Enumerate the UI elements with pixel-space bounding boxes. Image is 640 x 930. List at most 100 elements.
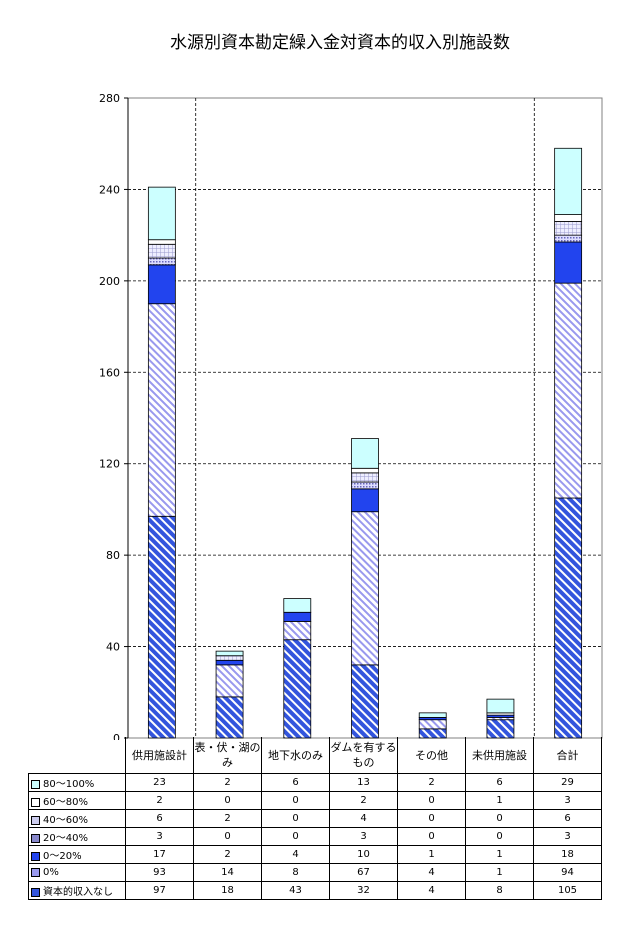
data-label: 32 xyxy=(329,881,398,900)
data-label: 14 xyxy=(193,863,262,882)
bar-segment xyxy=(147,257,176,266)
y-tick-label: 200 xyxy=(99,275,120,288)
bar-segment xyxy=(554,497,583,739)
y-tick-label: 280 xyxy=(99,92,120,105)
table-row: 40〜60% 6 2 0 4 0 0 6 xyxy=(28,809,602,828)
chart-title: 水源別資本勘定繰入金対資本的収入別施設数 xyxy=(170,33,510,53)
data-label: 105 xyxy=(533,881,602,900)
bar-segment xyxy=(554,221,583,236)
table-row: 60〜80% 2 0 0 2 0 1 3 xyxy=(28,791,602,810)
data-label: 0 xyxy=(465,809,534,828)
legend-entry: 40〜60% xyxy=(28,809,126,828)
bar-segment xyxy=(283,639,312,739)
legend-label: 80〜100% xyxy=(43,779,95,790)
data-label: 2 xyxy=(193,773,262,792)
data-label: 0 xyxy=(397,791,466,810)
data-label: 2 xyxy=(193,809,262,828)
bar-segment xyxy=(554,234,583,243)
data-label: 97 xyxy=(125,881,194,900)
table-row: 80〜100% 23 2 6 13 2 6 29 xyxy=(28,773,602,792)
y-tick-label: 40 xyxy=(106,641,120,654)
bar-segment xyxy=(351,438,379,469)
legend-swatch xyxy=(31,779,40,789)
table-corner xyxy=(28,737,126,774)
data-label: 67 xyxy=(329,863,398,882)
data-label: 3 xyxy=(533,827,602,846)
data-label: 29 xyxy=(533,773,602,792)
bar-segment xyxy=(215,650,244,657)
table-row: 0% 93 14 8 67 4 1 94 xyxy=(28,863,602,882)
legend-label: 資本的収入なし xyxy=(43,887,113,898)
table-row: 0〜20% 17 2 4 10 1 1 18 xyxy=(28,845,602,864)
data-label: 1 xyxy=(465,863,534,882)
data-label: 18 xyxy=(533,845,602,864)
legend-swatch xyxy=(31,797,40,807)
data-label: 6 xyxy=(533,809,602,828)
data-label: 6 xyxy=(465,773,534,792)
data-label: 3 xyxy=(533,791,602,810)
category-label: 合計 xyxy=(533,737,602,774)
bar-segment xyxy=(283,611,312,622)
legend-swatch xyxy=(31,815,40,825)
data-label: 10 xyxy=(329,845,398,864)
data-label: 0 xyxy=(193,791,262,810)
bar-segment xyxy=(486,719,515,739)
bar-segment xyxy=(147,264,176,305)
legend-swatch xyxy=(31,887,40,897)
bar-segment xyxy=(215,659,244,666)
data-label: 2 xyxy=(193,845,262,864)
legend-entry: 20〜40% xyxy=(28,827,126,846)
bar-segment xyxy=(351,488,379,513)
data-label: 94 xyxy=(533,863,602,882)
bar-segment xyxy=(215,655,244,661)
legend-entry: 0% xyxy=(28,863,126,882)
category-label: ダムを有するもの xyxy=(329,737,398,774)
y-tick-label: 160 xyxy=(99,366,120,379)
legend-entry: 60〜80% xyxy=(28,791,126,810)
data-label: 1 xyxy=(465,791,534,810)
data-label: 0 xyxy=(193,827,262,846)
bar-segment xyxy=(147,515,176,739)
data-label: 13 xyxy=(329,773,398,792)
bar-segment xyxy=(147,186,176,241)
table-row: 資本的収入なし 97 18 43 32 4 8 105 xyxy=(28,881,602,900)
data-label: 18 xyxy=(193,881,262,900)
legend-entry: 資本的収入なし xyxy=(28,881,126,900)
data-label: 8 xyxy=(261,863,330,882)
table-row: 20〜40% 3 0 0 3 0 0 3 xyxy=(28,827,602,846)
category-label: その他 xyxy=(397,737,466,774)
legend-label: 40〜60% xyxy=(43,815,88,826)
bar-segment xyxy=(554,241,583,284)
legend-label: 20〜40% xyxy=(43,833,88,844)
bar-segment xyxy=(147,243,176,259)
legend-label: 0〜20% xyxy=(43,851,82,862)
category-label: 表・伏・湖のみ xyxy=(193,737,262,774)
bar-segment xyxy=(215,664,244,698)
bar-segment xyxy=(351,481,379,490)
bar-segment xyxy=(418,719,447,730)
data-label: 0 xyxy=(397,827,466,846)
y-tick-label: 0 xyxy=(113,732,120,740)
bar-segment xyxy=(351,664,379,739)
data-label: 0 xyxy=(261,827,330,846)
bars xyxy=(147,147,583,739)
category-label: 地下水のみ xyxy=(261,737,330,774)
bar-segment xyxy=(215,696,244,739)
data-label: 4 xyxy=(329,809,398,828)
bar-segment xyxy=(351,467,379,474)
y-tick-label: 120 xyxy=(99,458,120,471)
y-tick-label: 240 xyxy=(99,183,120,196)
data-label: 2 xyxy=(397,773,466,792)
y-tick-label: 80 xyxy=(106,549,120,562)
data-label: 4 xyxy=(397,881,466,900)
data-label: 1 xyxy=(397,845,466,864)
y-axis: 0 40 80 120 160 200 240 280 xyxy=(99,92,129,740)
data-label: 23 xyxy=(125,773,194,792)
legend-entry: 80〜100% xyxy=(28,773,126,792)
bar-segment xyxy=(554,214,583,222)
data-label: 6 xyxy=(125,809,194,828)
data-label: 0 xyxy=(397,809,466,828)
legend-label: 60〜80% xyxy=(43,797,88,808)
legend-swatch xyxy=(31,833,40,843)
data-label: 4 xyxy=(261,845,330,864)
